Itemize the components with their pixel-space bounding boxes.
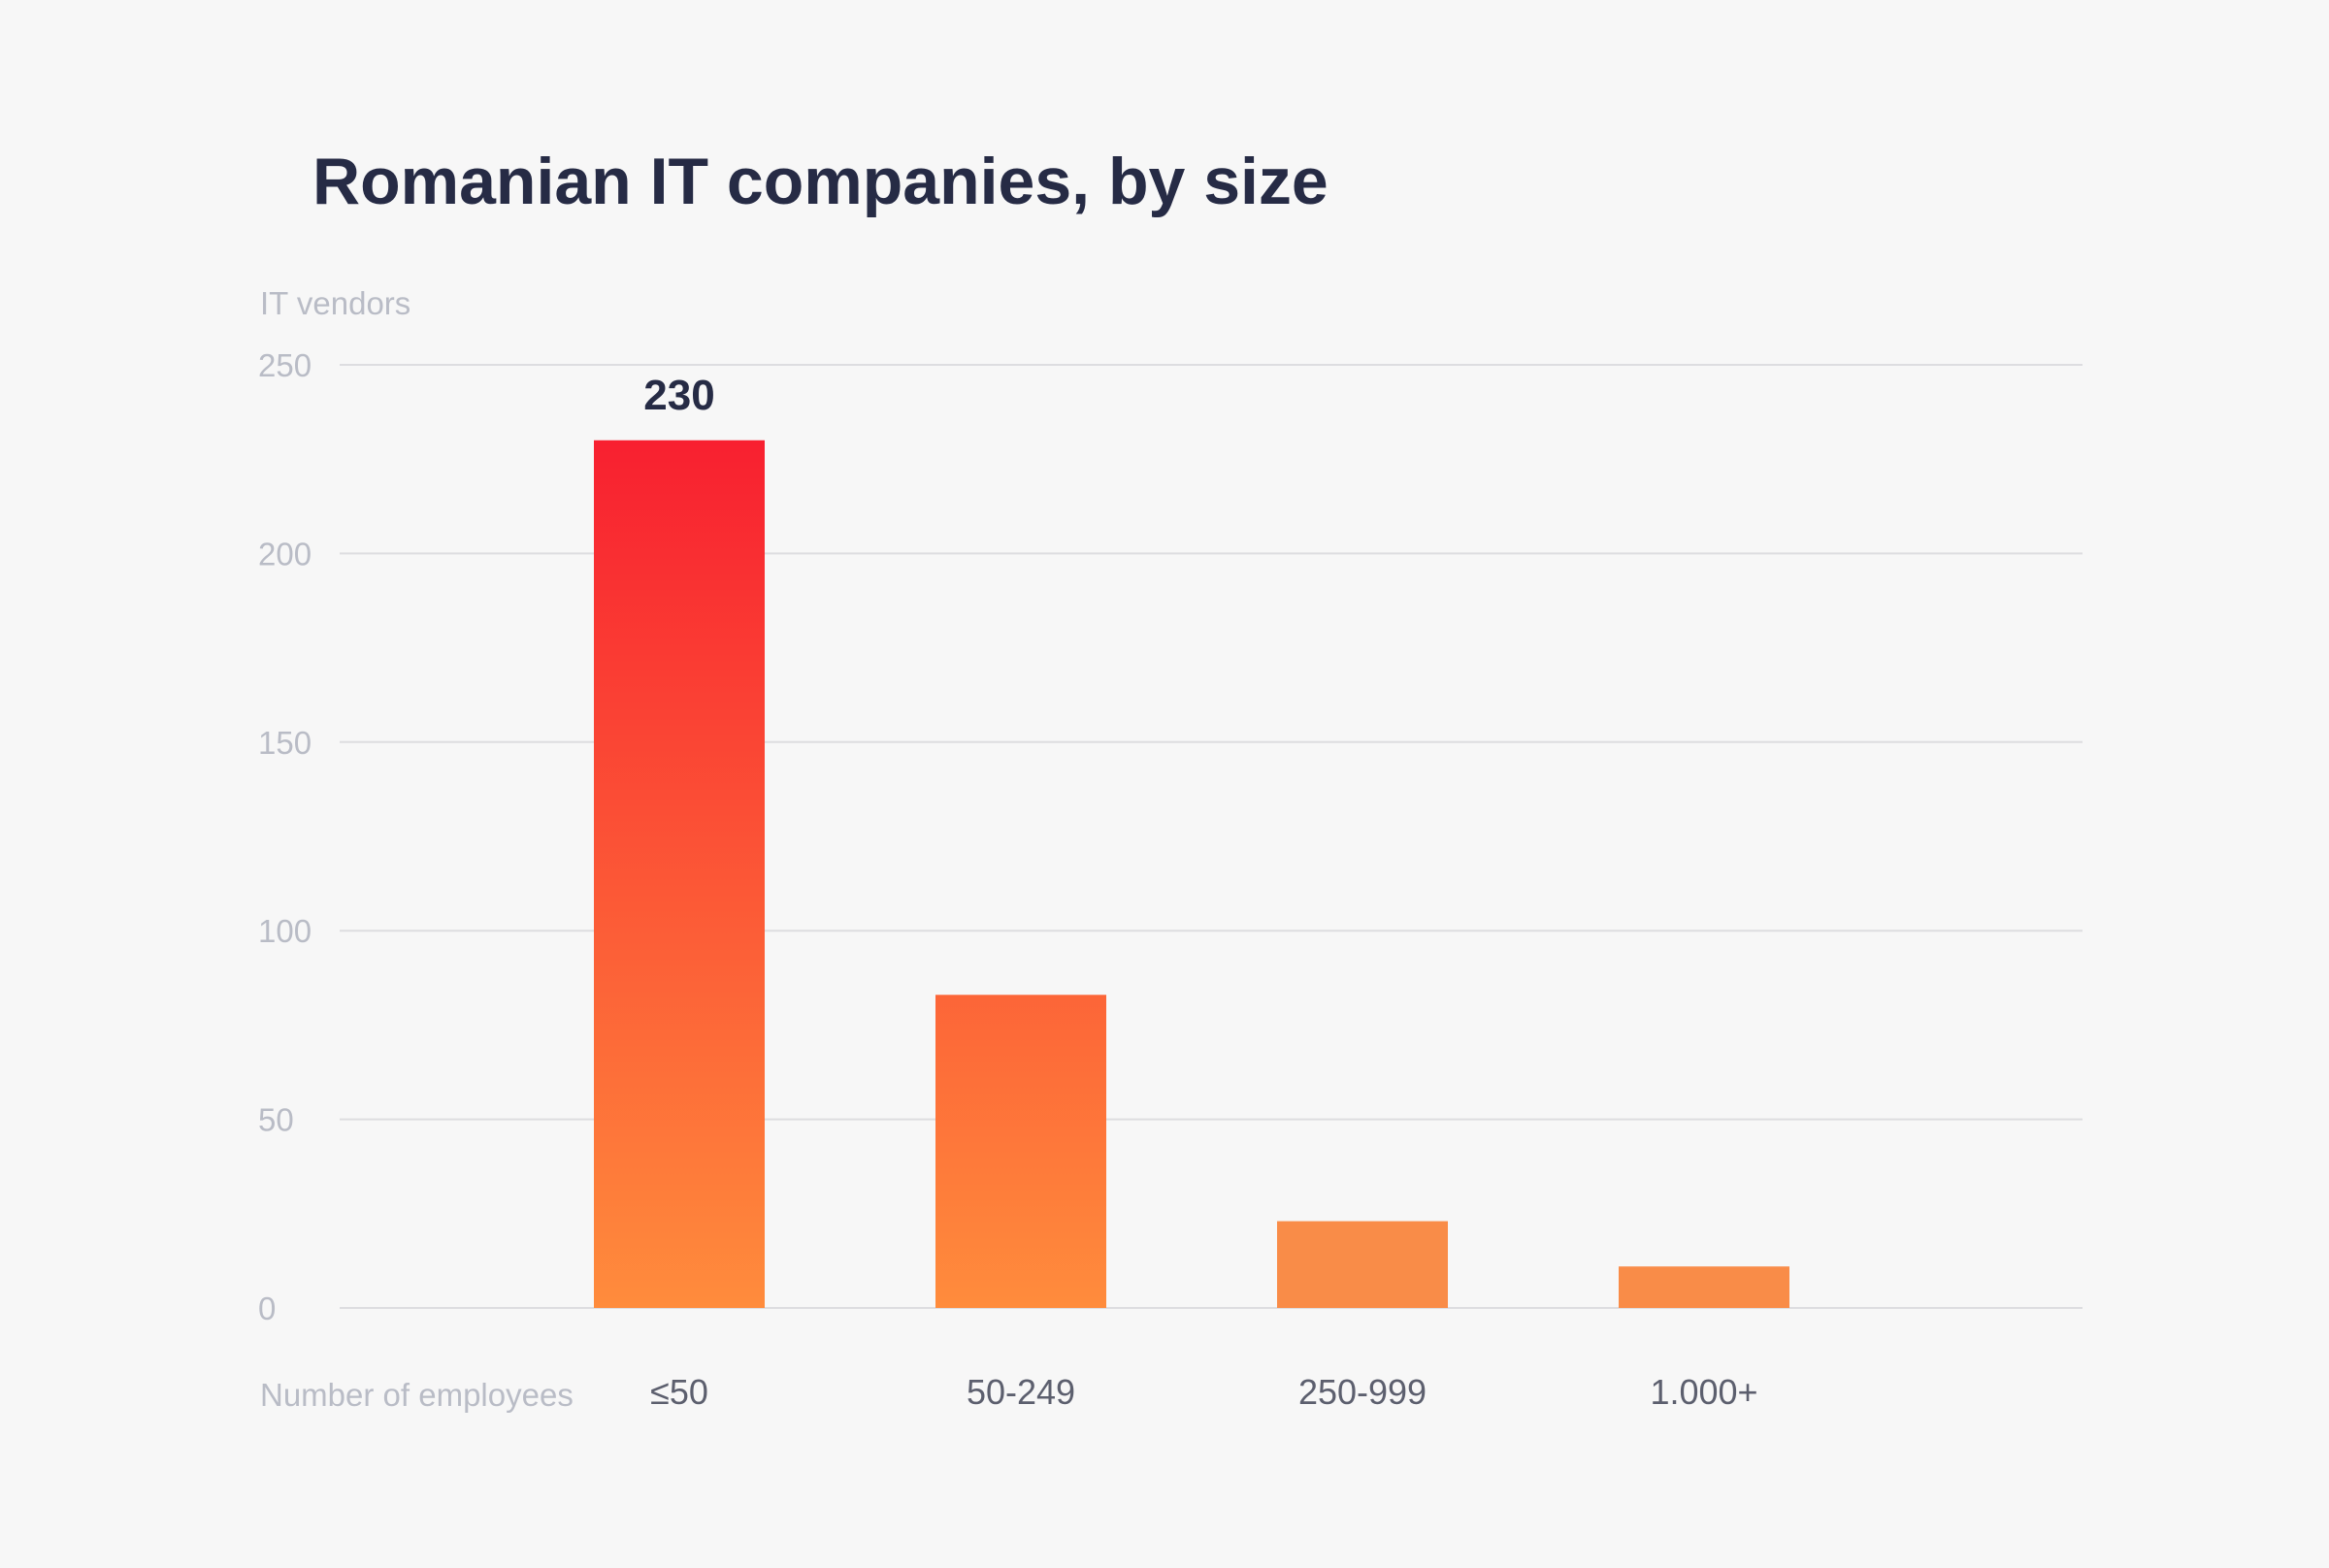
y-tick-label: 50 (258, 1102, 294, 1138)
x-axis-label: Number of employees (260, 1377, 574, 1413)
y-axis-label: IT vendors (260, 285, 410, 321)
y-tick-label: 250 (258, 347, 312, 383)
y-tick-label: 100 (258, 913, 312, 949)
y-tick-label: 150 (258, 725, 312, 761)
bars (594, 440, 1789, 1308)
bar-4 (1619, 1266, 1789, 1308)
data-label-1: 230 (643, 372, 714, 419)
x-tick-label: 250-999 (1298, 1372, 1427, 1412)
x-tick-label: ≤50 (650, 1372, 708, 1412)
bar-2 (935, 995, 1106, 1308)
bar-3 (1277, 1221, 1448, 1308)
y-axis-ticks: 0 50 100 150 200 250 (258, 347, 312, 1326)
x-tick-label: 50-249 (967, 1372, 1075, 1412)
x-axis-ticks: ≤50 50-249 250-999 1.000+ (650, 1372, 1757, 1412)
y-tick-label: 200 (258, 536, 312, 572)
chart-title: Romanian IT companies, by size (312, 145, 1329, 218)
x-tick-label: 1.000+ (1650, 1372, 1757, 1412)
y-tick-label: 0 (258, 1290, 276, 1326)
bar-1 (594, 440, 765, 1308)
data-labels: 230 (643, 372, 714, 419)
